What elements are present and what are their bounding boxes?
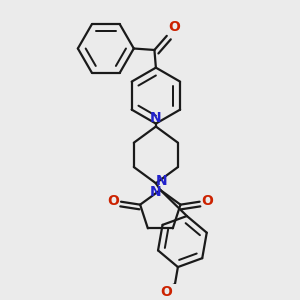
Text: O: O <box>201 194 213 208</box>
Text: O: O <box>161 285 172 299</box>
Text: N: N <box>150 185 162 199</box>
Text: O: O <box>107 194 119 208</box>
Text: N: N <box>150 111 162 125</box>
Text: O: O <box>168 20 180 34</box>
Text: N: N <box>155 174 167 188</box>
